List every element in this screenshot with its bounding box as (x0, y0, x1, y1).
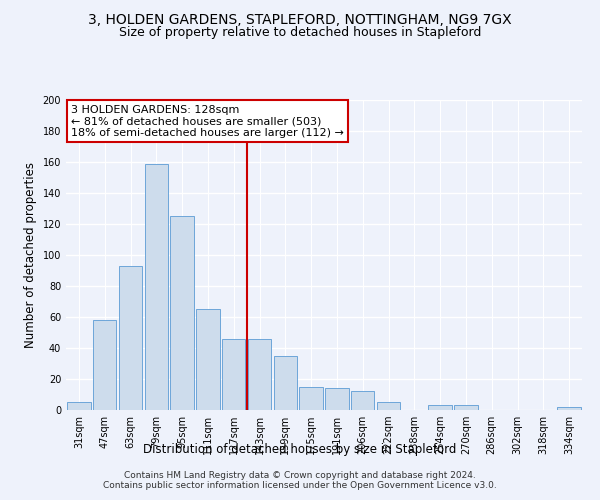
Bar (299, 387, 323, 410)
Text: 3, HOLDEN GARDENS, STAPLEFORD, NOTTINGHAM, NG9 7GX: 3, HOLDEN GARDENS, STAPLEFORD, NOTTINGHA… (88, 12, 512, 26)
Bar (351, 392, 374, 410)
Bar (454, 406, 478, 410)
Bar (428, 406, 452, 410)
Text: Distribution of detached houses by size in Stapleford: Distribution of detached houses by size … (143, 442, 457, 456)
Bar (145, 164, 168, 410)
Bar (170, 216, 194, 410)
Bar (274, 356, 297, 410)
Bar (222, 338, 245, 410)
Bar (119, 266, 142, 410)
Text: 3 HOLDEN GARDENS: 128sqm
← 81% of detached houses are smaller (503)
18% of semi-: 3 HOLDEN GARDENS: 128sqm ← 81% of detach… (71, 104, 344, 138)
Bar (196, 309, 220, 410)
Bar (557, 407, 581, 410)
Y-axis label: Number of detached properties: Number of detached properties (24, 162, 37, 348)
Text: Contains HM Land Registry data © Crown copyright and database right 2024.
Contai: Contains HM Land Registry data © Crown c… (103, 470, 497, 490)
Bar (67, 402, 91, 410)
Bar (248, 338, 271, 410)
Bar (325, 388, 349, 410)
Text: Size of property relative to detached houses in Stapleford: Size of property relative to detached ho… (119, 26, 481, 39)
Bar (93, 320, 116, 410)
Bar (377, 402, 400, 410)
